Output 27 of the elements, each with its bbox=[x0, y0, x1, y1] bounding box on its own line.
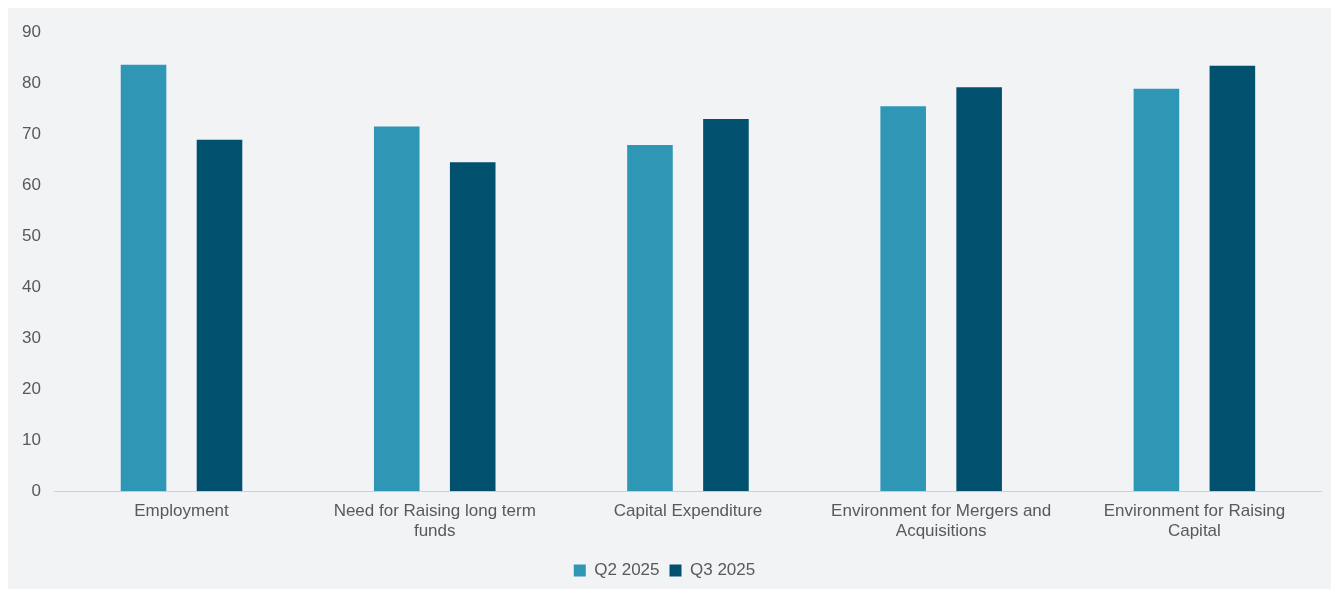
x-tick-label: Employment bbox=[134, 501, 230, 521]
y-tick-label: 10 bbox=[21, 429, 41, 449]
bar bbox=[449, 162, 496, 492]
bar bbox=[1133, 88, 1180, 492]
bar bbox=[120, 64, 167, 492]
y-tick-label: 70 bbox=[21, 123, 41, 143]
x-tick-label: Environment for Raising Capital bbox=[1103, 501, 1286, 541]
y-tick-label: 40 bbox=[21, 276, 41, 296]
bar bbox=[956, 87, 1002, 492]
x-tick-label: Environment for Mergers and Acquisitions bbox=[831, 501, 1052, 541]
y-tick-label: 0 bbox=[31, 480, 41, 500]
bar bbox=[196, 139, 243, 492]
legend-label: Q2 2025 bbox=[594, 560, 660, 580]
y-tick-label: 20 bbox=[21, 378, 41, 398]
y-tick-label: 50 bbox=[21, 225, 41, 245]
x-tick-label: Capital Expenditure bbox=[613, 501, 763, 521]
bar bbox=[373, 126, 420, 492]
bar bbox=[703, 118, 749, 492]
bar bbox=[880, 106, 926, 492]
bar bbox=[627, 144, 673, 492]
y-tick-label: 60 bbox=[21, 174, 41, 194]
y-tick-label: 90 bbox=[21, 21, 41, 41]
x-tick-label: Need for Raising long term funds bbox=[333, 501, 536, 541]
legend-label: Q3 2025 bbox=[690, 560, 756, 580]
y-tick-label: 80 bbox=[21, 72, 41, 92]
y-tick-label: 30 bbox=[21, 327, 41, 347]
bar bbox=[1209, 65, 1256, 492]
